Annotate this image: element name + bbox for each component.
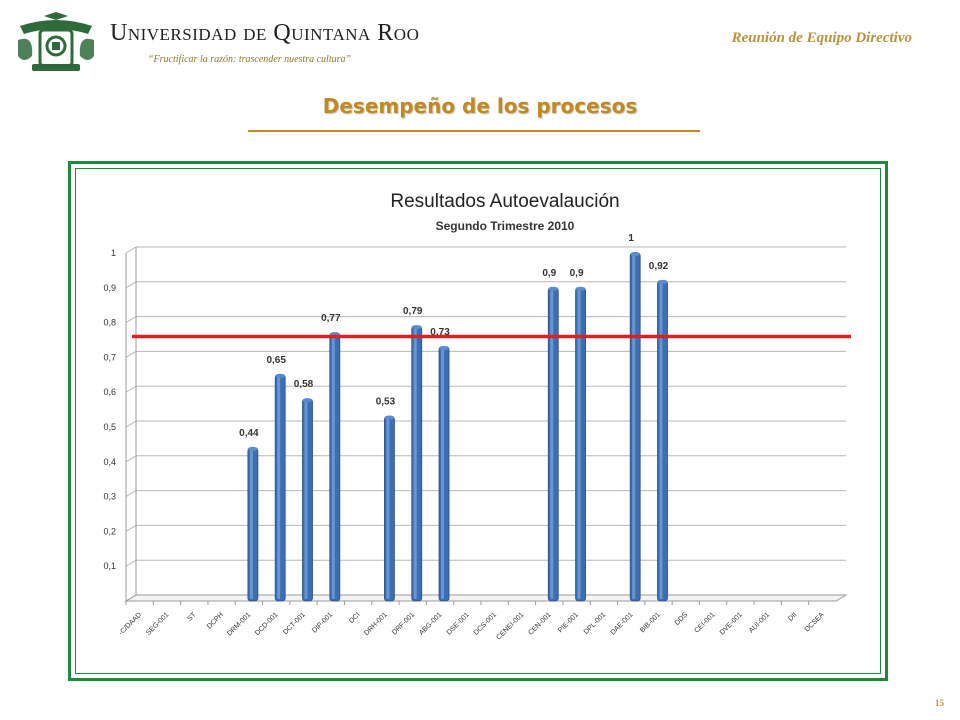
gridline [125,281,846,289]
gridline [125,455,846,463]
data-label: 0,44 [239,428,259,439]
bar [302,398,313,602]
x-tick-label: DPL-001 [583,611,608,636]
x-tick-label: DCS-001 [473,611,498,636]
x-tick-label: SEG-001 [145,611,170,636]
x-tick-label: AUI-001 [748,611,771,634]
x-tick-label: DII [787,611,798,622]
x-tick-label: DIP-001 [311,611,334,634]
bar-chart: Resultados Autoevalaución Segundo Trimes… [103,191,851,641]
y-tick-label: 0,9 [103,283,116,293]
university-motto: “Fructificar la razón: trascender nuestr… [148,54,352,65]
title-underline [248,130,700,132]
data-label: 0,65 [266,355,286,366]
x-tick-label: DVE-001 [719,611,744,636]
x-tick-label: PIE-001 [557,611,580,634]
x-tick-label: DCD-001 [254,611,280,637]
chart-gridlines [125,246,846,567]
page-number: 15 [935,698,944,708]
bar [657,279,668,602]
bar [629,252,641,602]
data-label: 0,73 [430,327,450,338]
y-tick-label: 0,5 [103,422,116,432]
data-label: 0,92 [649,261,669,272]
y-tick-label: 0,1 [103,561,116,571]
x-tick-label: DRF-001 [391,611,416,636]
meeting-label: Reunión de Equipo Directivo [731,30,912,46]
gridline [125,420,846,428]
gridline [125,350,846,358]
gridline [125,524,846,532]
y-tick-label: 0,7 [103,352,116,362]
x-tick-label: DRM-001 [226,611,252,637]
x-tick-label: -C/DAAD [118,611,143,636]
x-tick-label: DCSEA [804,611,826,633]
bar [547,286,559,602]
chart-floor [124,594,848,602]
gridline [125,385,846,393]
data-label: 0,58 [294,379,314,390]
data-label: 0,77 [321,313,341,324]
bar [247,446,259,602]
bar [384,415,395,602]
bar [411,325,423,602]
x-tick-label: DRH-001 [363,611,389,637]
x-tick-label: CEN-001 [527,611,552,636]
y-tick-label: 0,3 [103,492,116,502]
data-label: 0,79 [403,306,423,317]
gridline [125,316,846,324]
y-tick-label: 0,8 [103,318,116,328]
bar [575,286,586,602]
bar [329,332,341,602]
chart-bars [247,252,668,602]
x-tick-label: CEI-001 [693,611,716,634]
x-tick-label: DDS [674,611,690,627]
x-tick-label: BIB-001 [639,611,662,634]
bar [274,373,286,602]
data-label: 0,9 [542,268,556,279]
university-name: Universidad de Quintana Roo [110,20,420,46]
gridline [125,246,846,254]
y-tick-label: 0,2 [103,526,116,536]
gridline [125,559,846,567]
chart-axes: 0,1 0,2 0,3 0,4 0,5 0,6 0,7 0,8 0,9 1 -C/DAAD SEG-0… [103,247,848,641]
chart-title: Resultados Autoevalaución [390,191,619,212]
x-tick-label: DCT-001 [282,611,307,636]
y-tick-label: 0,4 [103,457,116,467]
x-tick-label: DCPH [206,611,225,630]
bar [438,345,450,602]
chart-data-labels: 0,44 0,65 0,58 0,77 0,53 0,79 0,73 0,9 0,9 1 0,92 [239,233,669,439]
data-label: 0,9 [570,268,584,279]
chart-subtitle: Segundo Trimestre 2010 [436,219,575,233]
x-tick-label: DSE-001 [446,611,471,636]
x-tick-label: ABG-001 [418,611,443,636]
data-label: 0,53 [376,397,396,408]
x-tick-label: DCI [348,611,362,625]
y-tick-label: 1 [111,248,116,258]
gridline [125,490,846,498]
data-label: 1 [628,233,634,244]
slide-title: Desempeño de los procesos [322,94,638,118]
chart-frame-inner-border [75,168,881,674]
y-tick-label: 0,6 [103,387,116,397]
university-crest-icon [18,12,94,71]
x-tick-label: DAE-001 [610,611,635,636]
x-tick-label: ST [186,611,198,623]
x-tick-label: CENEI-001 [495,611,525,641]
